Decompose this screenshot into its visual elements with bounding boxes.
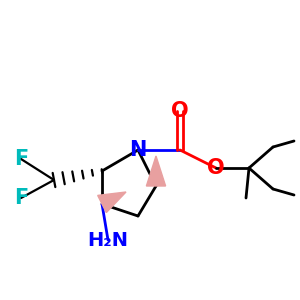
Text: O: O <box>207 158 225 178</box>
Text: H₂N: H₂N <box>88 230 128 250</box>
Polygon shape <box>98 192 126 213</box>
Polygon shape <box>146 156 166 186</box>
Text: F: F <box>14 149 28 169</box>
Text: O: O <box>171 101 189 121</box>
Text: F: F <box>14 188 28 208</box>
Text: N: N <box>129 140 147 160</box>
